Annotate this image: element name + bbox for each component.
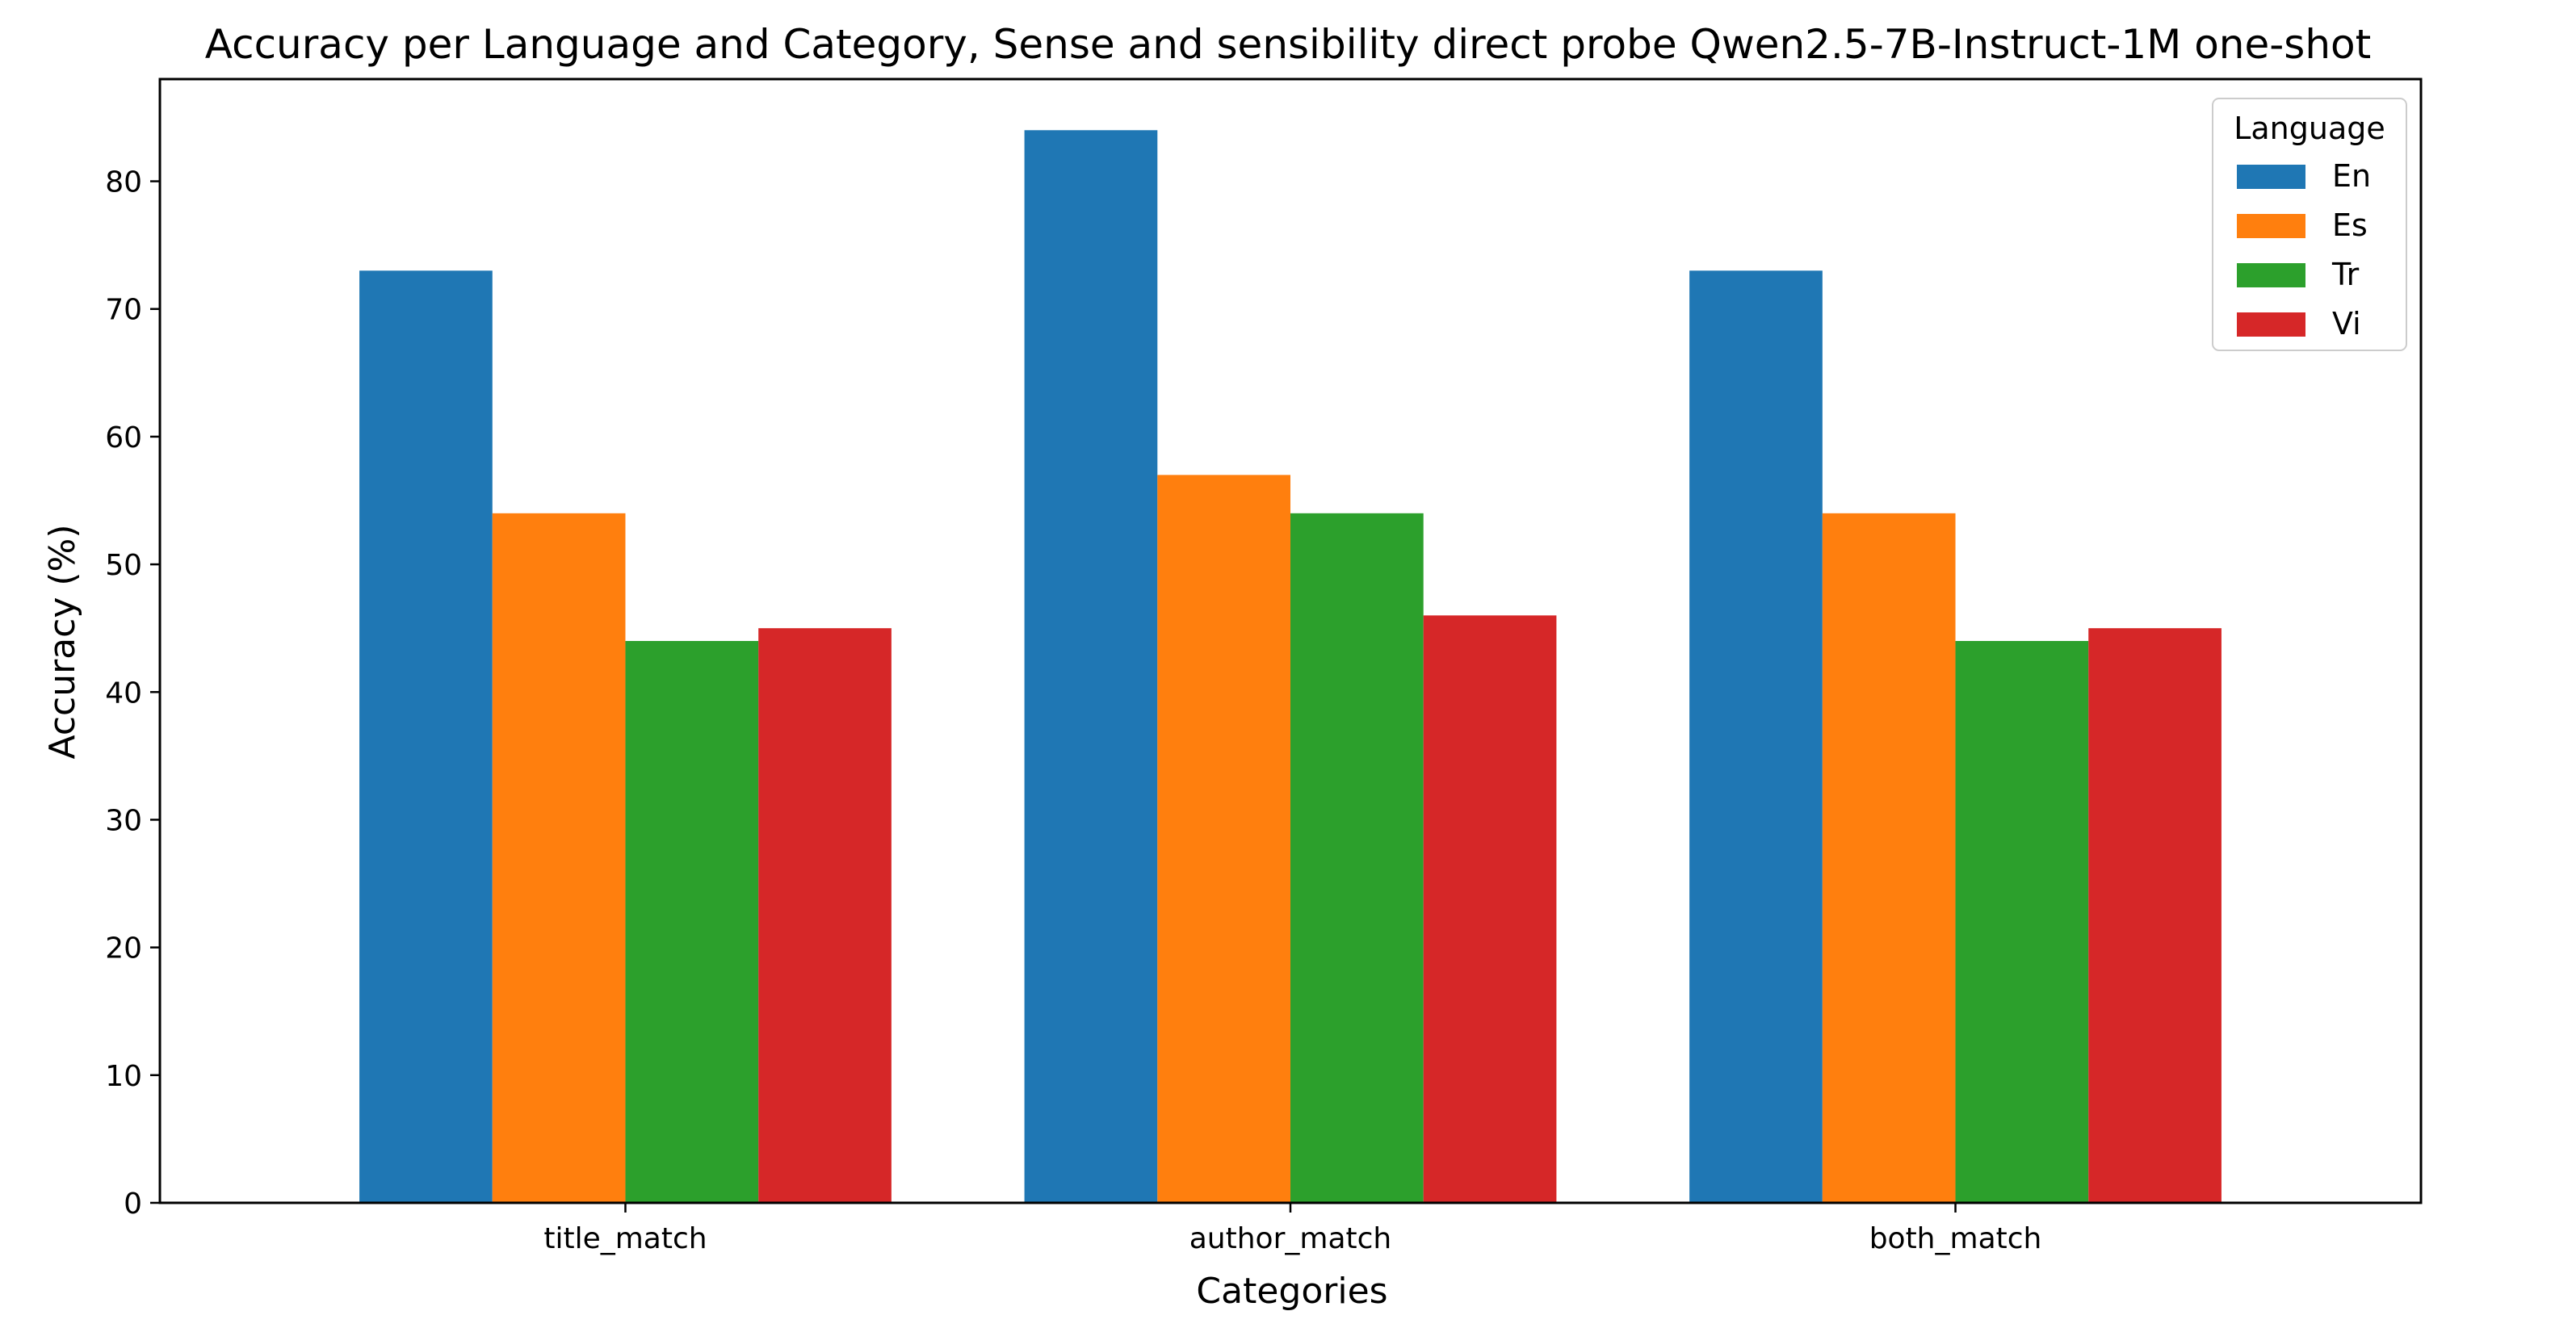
bar-tr-both_match (1955, 641, 2089, 1203)
legend-swatch-es (2237, 214, 2305, 238)
bar-tr-title_match (625, 641, 759, 1203)
bar-en-both_match (1689, 270, 1823, 1203)
bar-vi-title_match (758, 628, 892, 1203)
y-tick-label: 80 (105, 166, 142, 199)
bar-en-author_match (1024, 130, 1158, 1203)
y-tick-label: 40 (105, 676, 142, 710)
x-tick-label-title_match: title_match (543, 1222, 707, 1255)
bar-en-title_match (359, 270, 493, 1203)
chart-title: Accuracy per Language and Category, Sens… (205, 21, 2371, 68)
y-tick-label: 30 (105, 804, 142, 837)
y-tick-label: 60 (105, 421, 142, 454)
x-axis-label: Categories (1196, 1271, 1387, 1312)
bar-vi-both_match (2088, 628, 2221, 1203)
legend-swatch-vi (2237, 312, 2305, 337)
y-axis-label: Accuracy (%) (42, 524, 83, 759)
bar-es-both_match (1822, 513, 1956, 1203)
y-tick-label: 70 (105, 294, 142, 327)
y-ticks: 0 10 20 30 40 50 60 70 80 (105, 166, 160, 1221)
legend-label-en: En (2332, 158, 2371, 194)
y-tick-label: 50 (105, 549, 142, 582)
legend-label-tr: Tr (2331, 257, 2360, 292)
x-ticks: title_match author_match both_match (543, 1203, 2041, 1255)
legend-label-es: Es (2332, 207, 2368, 243)
bar-vi-author_match (1423, 615, 1557, 1203)
y-tick-label: 0 (124, 1187, 142, 1221)
legend-swatch-en (2237, 165, 2305, 189)
bar-es-title_match (492, 513, 626, 1203)
y-tick-label: 10 (105, 1060, 142, 1093)
legend-swatch-tr (2237, 263, 2305, 287)
bars-layer (359, 130, 2221, 1203)
x-tick-label-author_match: author_match (1189, 1222, 1392, 1255)
legend-label-vi: Vi (2332, 306, 2361, 341)
y-tick-label: 20 (105, 932, 142, 965)
bar-es-author_match (1157, 475, 1290, 1203)
bar-tr-author_match (1290, 513, 1424, 1203)
legend: Language En Es Tr Vi (2212, 98, 2407, 351)
legend-title: Language (2234, 111, 2385, 146)
x-tick-label-both_match: both_match (1869, 1222, 2042, 1255)
